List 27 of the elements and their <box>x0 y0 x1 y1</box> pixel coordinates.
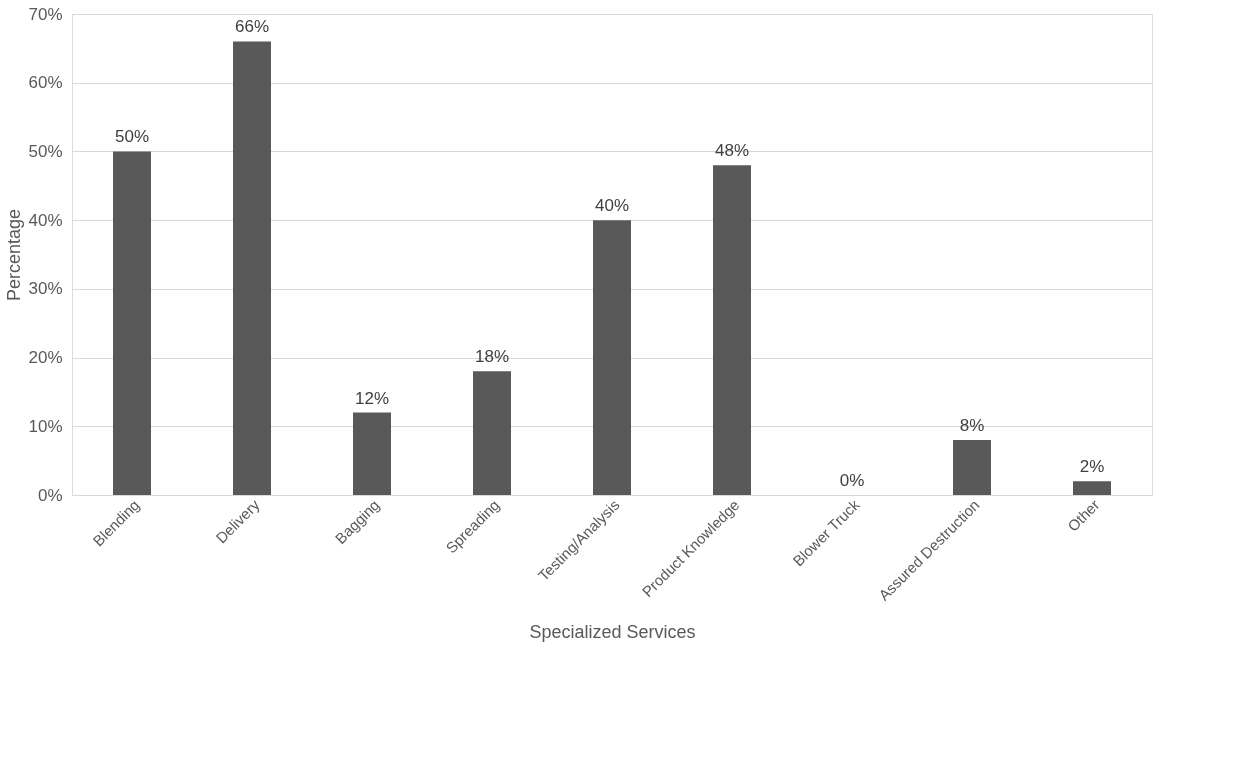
y-axis-title: Percentage <box>4 208 25 302</box>
bar <box>353 412 391 495</box>
y-tick-label: 60% <box>28 73 63 93</box>
bar <box>713 165 751 495</box>
bar <box>473 371 511 495</box>
data-label: 2% <box>1079 457 1105 477</box>
bar <box>233 41 271 495</box>
data-label: 40% <box>594 196 630 216</box>
y-tick-label: 40% <box>28 210 63 230</box>
bar <box>1073 481 1111 495</box>
bar <box>953 440 991 495</box>
x-axis-title: Specialized Services <box>529 621 696 642</box>
y-tick-label: 70% <box>28 4 63 24</box>
data-label: 12% <box>354 388 390 408</box>
y-tick-label: 30% <box>28 279 63 299</box>
y-tick-label: 50% <box>28 141 63 161</box>
bar <box>113 151 151 495</box>
data-label: 0% <box>839 471 865 490</box>
y-tick-label: 20% <box>28 348 63 368</box>
y-tick-label: 0% <box>37 485 63 505</box>
data-label: 50% <box>114 127 150 147</box>
y-tick-label: 10% <box>28 416 63 436</box>
bar <box>593 220 631 495</box>
data-label: 8% <box>959 416 985 436</box>
data-label: 66% <box>234 17 270 37</box>
data-label: 18% <box>474 347 510 367</box>
data-label: 48% <box>714 141 750 161</box>
